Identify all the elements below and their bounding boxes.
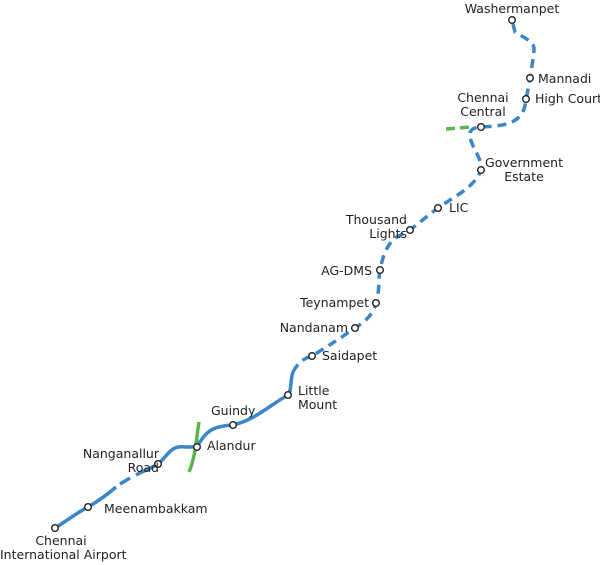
label-line: Road (127, 460, 159, 475)
label-line: Government (485, 155, 563, 170)
label-line: Estate (504, 169, 544, 184)
station-marker-mannadi (526, 73, 535, 82)
label-line: Chennai (35, 533, 87, 548)
station-marker-thousand-lights (406, 225, 415, 234)
station-marker-ag-dms (376, 266, 385, 275)
label-meenambakkam: Meenambakkam (104, 501, 208, 516)
station-marker-nandanam (351, 324, 360, 333)
label-chennai-central: Chennai Central (443, 91, 523, 119)
label-line: Central (460, 104, 506, 119)
station-marker-high-court (522, 94, 531, 103)
label-line: Mount (298, 397, 338, 412)
label-high-court: High Court (535, 91, 600, 106)
label-line: Lights (369, 226, 407, 241)
label-alandur: Alandur (207, 438, 256, 453)
station-marker-little-mount (284, 391, 293, 400)
blue-line-solid-middle (135, 371, 295, 477)
blue-line-dash-gap (119, 476, 131, 486)
station-marker-saidapet (308, 352, 317, 361)
station-marker-chennai-central (477, 122, 486, 131)
label-lic: LIC (449, 200, 469, 215)
station-marker-meenambakkam (83, 503, 92, 512)
label-washermanpet: Washermanpet (464, 1, 560, 16)
station-marker-alandur (192, 443, 201, 452)
station-marker-guindy (228, 421, 237, 430)
label-ag-dms: AG-DMS (321, 263, 372, 278)
label-line: Nanganallur (82, 446, 159, 461)
label-line: International Airport (0, 547, 127, 562)
label-chennai-international-airport: Chennai International Airport (0, 533, 127, 562)
label-thousand-lights: Thousand Lights (330, 213, 407, 241)
station-marker-nanganallur-road (153, 460, 162, 469)
station-marker-lic (434, 203, 443, 212)
label-nandanam: Nandanam (279, 320, 348, 335)
station-marker-government-estate (477, 165, 486, 174)
label-nanganallur-road: Nanganallur Road (70, 447, 159, 475)
label-line: Little (298, 383, 330, 398)
green-line-central-dashed (445, 125, 471, 131)
label-line: Thousand (345, 212, 407, 227)
label-guindy: Guindy (211, 403, 256, 418)
label-teynampet: Teynampet (300, 295, 369, 310)
label-little-mount: Little Mount (298, 384, 337, 412)
label-government-estate: Government Estate (482, 156, 566, 184)
station-marker-chennai-international-airport (51, 524, 60, 533)
label-saidapet: Saidapet (322, 348, 378, 363)
label-line: Chennai (457, 90, 509, 105)
station-marker-teynampet (372, 299, 381, 308)
station-marker-washermanpet (508, 16, 517, 25)
label-mannadi: Mannadi (538, 71, 592, 86)
